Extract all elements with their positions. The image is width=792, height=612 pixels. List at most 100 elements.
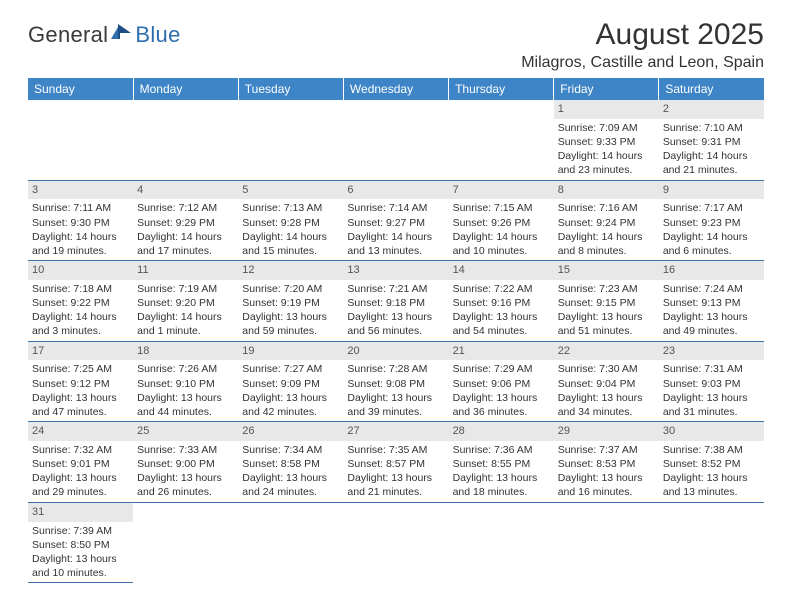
day-number: 20 — [343, 342, 448, 361]
day-number: 28 — [449, 422, 554, 441]
daylight-text: Daylight: 13 hours and 26 minutes. — [137, 471, 234, 499]
calendar-cell: 27Sunrise: 7:35 AMSunset: 8:57 PMDayligh… — [343, 422, 448, 503]
daylight-text: Daylight: 13 hours and 47 minutes. — [32, 391, 129, 419]
calendar-cell: 20Sunrise: 7:28 AMSunset: 9:08 PMDayligh… — [343, 341, 448, 422]
daylight-text: Daylight: 13 hours and 59 minutes. — [242, 310, 339, 338]
daylight-text: Daylight: 14 hours and 19 minutes. — [32, 230, 129, 258]
logo-flag-icon — [111, 23, 133, 39]
daylight-text: Daylight: 13 hours and 39 minutes. — [347, 391, 444, 419]
calendar-cell: 14Sunrise: 7:22 AMSunset: 9:16 PMDayligh… — [449, 261, 554, 342]
sunset-text: Sunset: 9:13 PM — [663, 296, 760, 310]
sunrise-text: Sunrise: 7:29 AM — [453, 362, 550, 376]
calendar-table: Sunday Monday Tuesday Wednesday Thursday… — [28, 78, 764, 583]
calendar-cell: 23Sunrise: 7:31 AMSunset: 9:03 PMDayligh… — [659, 341, 764, 422]
calendar-cell: 24Sunrise: 7:32 AMSunset: 9:01 PMDayligh… — [28, 422, 133, 503]
day-number: 6 — [343, 181, 448, 200]
sunset-text: Sunset: 9:10 PM — [137, 377, 234, 391]
sunset-text: Sunset: 9:00 PM — [137, 457, 234, 471]
daylight-text: Daylight: 14 hours and 17 minutes. — [137, 230, 234, 258]
daylight-text: Daylight: 13 hours and 54 minutes. — [453, 310, 550, 338]
calendar-cell: 4Sunrise: 7:12 AMSunset: 9:29 PMDaylight… — [133, 180, 238, 261]
day-number: 10 — [28, 261, 133, 280]
calendar-week-row: 24Sunrise: 7:32 AMSunset: 9:01 PMDayligh… — [28, 422, 764, 503]
sunrise-text: Sunrise: 7:22 AM — [453, 282, 550, 296]
sunrise-text: Sunrise: 7:30 AM — [558, 362, 655, 376]
sunset-text: Sunset: 8:53 PM — [558, 457, 655, 471]
sunset-text: Sunset: 9:24 PM — [558, 216, 655, 230]
daylight-text: Daylight: 13 hours and 13 minutes. — [663, 471, 760, 499]
day-number: 15 — [554, 261, 659, 280]
day-number: 22 — [554, 342, 659, 361]
daylight-text: Daylight: 13 hours and 51 minutes. — [558, 310, 655, 338]
sunset-text: Sunset: 9:33 PM — [558, 135, 655, 149]
sunset-text: Sunset: 8:50 PM — [32, 538, 129, 552]
sunrise-text: Sunrise: 7:14 AM — [347, 201, 444, 215]
sunrise-text: Sunrise: 7:28 AM — [347, 362, 444, 376]
calendar-cell: 13Sunrise: 7:21 AMSunset: 9:18 PMDayligh… — [343, 261, 448, 342]
calendar-cell: 15Sunrise: 7:23 AMSunset: 9:15 PMDayligh… — [554, 261, 659, 342]
calendar-cell: 28Sunrise: 7:36 AMSunset: 8:55 PMDayligh… — [449, 422, 554, 503]
sunrise-text: Sunrise: 7:09 AM — [558, 121, 655, 135]
sunset-text: Sunset: 9:15 PM — [558, 296, 655, 310]
day-number: 19 — [238, 342, 343, 361]
sunset-text: Sunset: 9:22 PM — [32, 296, 129, 310]
calendar-cell: 17Sunrise: 7:25 AMSunset: 9:12 PMDayligh… — [28, 341, 133, 422]
calendar-cell: 3Sunrise: 7:11 AMSunset: 9:30 PMDaylight… — [28, 180, 133, 261]
sunset-text: Sunset: 9:03 PM — [663, 377, 760, 391]
calendar-cell — [238, 100, 343, 180]
sunset-text: Sunset: 9:12 PM — [32, 377, 129, 391]
day-number: 3 — [28, 181, 133, 200]
day-number: 23 — [659, 342, 764, 361]
daylight-text: Daylight: 13 hours and 29 minutes. — [32, 471, 129, 499]
calendar-cell — [343, 100, 448, 180]
sunrise-text: Sunrise: 7:32 AM — [32, 443, 129, 457]
calendar-cell — [449, 100, 554, 180]
daylight-text: Daylight: 13 hours and 10 minutes. — [32, 552, 129, 580]
calendar-cell: 19Sunrise: 7:27 AMSunset: 9:09 PMDayligh… — [238, 341, 343, 422]
day-number: 5 — [238, 181, 343, 200]
day-header: Thursday — [449, 78, 554, 100]
daylight-text: Daylight: 13 hours and 56 minutes. — [347, 310, 444, 338]
daylight-text: Daylight: 13 hours and 16 minutes. — [558, 471, 655, 499]
sunrise-text: Sunrise: 7:21 AM — [347, 282, 444, 296]
calendar-cell: 12Sunrise: 7:20 AMSunset: 9:19 PMDayligh… — [238, 261, 343, 342]
sunset-text: Sunset: 8:52 PM — [663, 457, 760, 471]
sunrise-text: Sunrise: 7:15 AM — [453, 201, 550, 215]
daylight-text: Daylight: 14 hours and 10 minutes. — [453, 230, 550, 258]
daylight-text: Daylight: 14 hours and 23 minutes. — [558, 149, 655, 177]
sunrise-text: Sunrise: 7:10 AM — [663, 121, 760, 135]
day-number: 18 — [133, 342, 238, 361]
sunset-text: Sunset: 9:18 PM — [347, 296, 444, 310]
sunrise-text: Sunrise: 7:27 AM — [242, 362, 339, 376]
sunset-text: Sunset: 9:23 PM — [663, 216, 760, 230]
sunrise-text: Sunrise: 7:39 AM — [32, 524, 129, 538]
day-header: Wednesday — [343, 78, 448, 100]
daylight-text: Daylight: 14 hours and 15 minutes. — [242, 230, 339, 258]
sunset-text: Sunset: 9:09 PM — [242, 377, 339, 391]
sunrise-text: Sunrise: 7:19 AM — [137, 282, 234, 296]
day-header: Saturday — [659, 78, 764, 100]
calendar-cell: 10Sunrise: 7:18 AMSunset: 9:22 PMDayligh… — [28, 261, 133, 342]
calendar-cell — [133, 100, 238, 180]
sunrise-text: Sunrise: 7:38 AM — [663, 443, 760, 457]
day-number: 25 — [133, 422, 238, 441]
sunset-text: Sunset: 9:28 PM — [242, 216, 339, 230]
sunrise-text: Sunrise: 7:34 AM — [242, 443, 339, 457]
day-header: Friday — [554, 78, 659, 100]
sunset-text: Sunset: 9:20 PM — [137, 296, 234, 310]
sunrise-text: Sunrise: 7:18 AM — [32, 282, 129, 296]
day-number: 14 — [449, 261, 554, 280]
daylight-text: Daylight: 14 hours and 21 minutes. — [663, 149, 760, 177]
calendar-cell: 11Sunrise: 7:19 AMSunset: 9:20 PMDayligh… — [133, 261, 238, 342]
calendar-cell: 1Sunrise: 7:09 AMSunset: 9:33 PMDaylight… — [554, 100, 659, 180]
sunrise-text: Sunrise: 7:17 AM — [663, 201, 760, 215]
calendar-cell — [133, 502, 238, 583]
title-block: August 2025 Milagros, Castille and Leon,… — [521, 18, 764, 72]
calendar-cell — [28, 100, 133, 180]
sunrise-text: Sunrise: 7:26 AM — [137, 362, 234, 376]
sunrise-text: Sunrise: 7:31 AM — [663, 362, 760, 376]
day-number: 2 — [659, 100, 764, 119]
location-subtitle: Milagros, Castille and Leon, Spain — [521, 54, 764, 72]
calendar-cell: 22Sunrise: 7:30 AMSunset: 9:04 PMDayligh… — [554, 341, 659, 422]
calendar-cell: 21Sunrise: 7:29 AMSunset: 9:06 PMDayligh… — [449, 341, 554, 422]
